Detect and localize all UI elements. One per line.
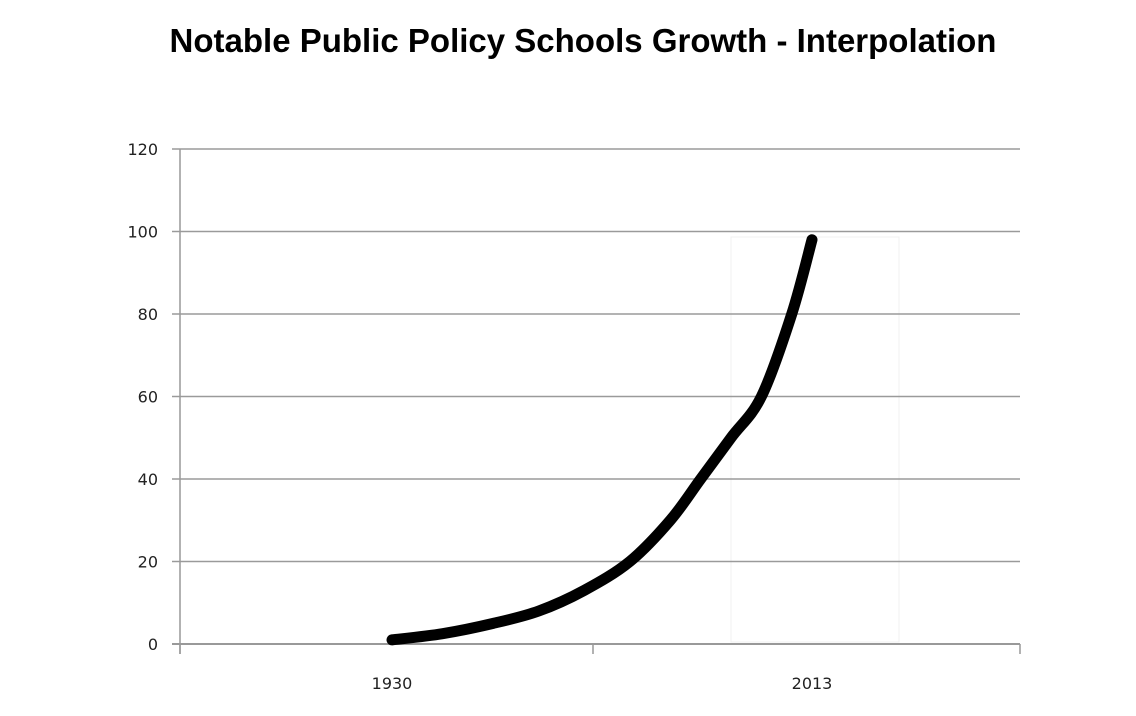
y-tick-label: 120: [127, 140, 158, 159]
y-tick-label: 0: [148, 635, 158, 654]
y-tick-label: 20: [138, 553, 158, 572]
y-tick-label: 100: [127, 223, 158, 242]
chart-title: Notable Public Policy Schools Growth - I…: [169, 22, 997, 59]
y-tick-label: 60: [138, 388, 158, 407]
background-artifact: [730, 236, 900, 643]
y-tick-label: 40: [138, 470, 158, 489]
series-line: [386, 234, 818, 646]
x-tick-label: 1930: [372, 674, 413, 693]
x-tick-label: 2013: [792, 674, 833, 693]
y-tick-label: 80: [138, 305, 158, 324]
